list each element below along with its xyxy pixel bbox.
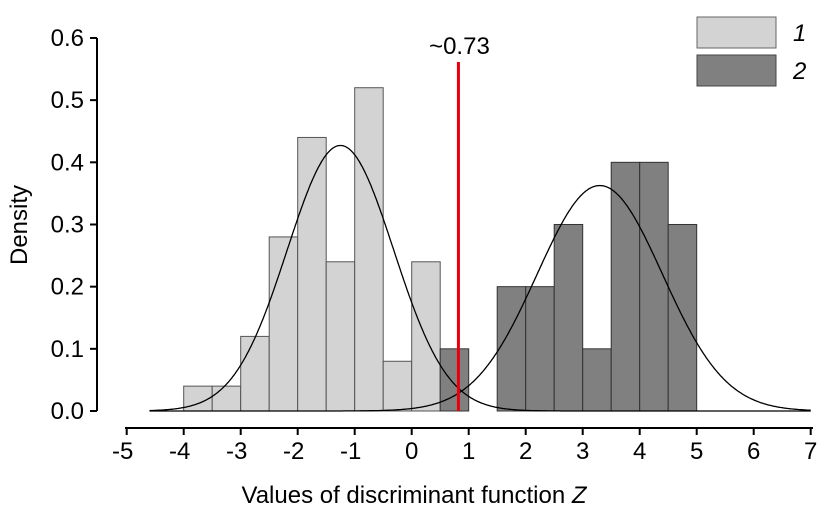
- y-tick-label: 0.5: [51, 87, 84, 114]
- bar-series-2-4: [582, 348, 612, 412]
- x-tick-label: -2: [283, 438, 304, 465]
- x-tick-label: -3: [226, 438, 247, 465]
- bar-series-2-1: [496, 286, 527, 412]
- bar-series-2-6: [639, 161, 669, 412]
- x-tick-label: -5: [112, 438, 133, 465]
- legend-swatch-2: [696, 54, 777, 87]
- y-tick-label: 0.4: [51, 149, 84, 176]
- legend-label-1: 1: [793, 20, 806, 47]
- x-tick-label: 6: [747, 438, 760, 465]
- x-axis-label: Values of discriminant function Z: [241, 482, 587, 509]
- bar-series-2-3: [553, 223, 584, 412]
- legend-swatch-1: [696, 16, 777, 49]
- y-tick-label: 0.1: [51, 336, 84, 363]
- bar-series-1-4: [297, 136, 327, 412]
- legend-label-2: 2: [792, 58, 806, 85]
- density-curve-1: [149, 144, 811, 412]
- y-tick-label: 0.6: [51, 25, 84, 52]
- y-tick-label: 0.2: [51, 274, 84, 301]
- y-axis-label: Density: [6, 185, 33, 265]
- x-tick-label: 1: [462, 438, 475, 465]
- bar-series-1-1: [211, 385, 242, 412]
- y-tick-label: 0.0: [51, 398, 84, 425]
- x-tick-label: 5: [690, 438, 703, 465]
- x-tick-label: 3: [576, 438, 589, 465]
- x-tick-label: -1: [340, 438, 361, 465]
- bar-series-2-2: [525, 286, 555, 412]
- bar-series-2-0: [439, 348, 470, 412]
- y-tick-label: 0.3: [51, 211, 84, 238]
- x-tick-label: 2: [519, 438, 532, 465]
- bar-series-2-5: [610, 161, 641, 412]
- x-tick-label: 0: [405, 438, 418, 465]
- legend: 1 2: [696, 16, 806, 87]
- bar-series-1-2: [240, 335, 270, 412]
- x-tick-label: -4: [169, 438, 190, 465]
- threshold-label: ~0.73: [429, 33, 490, 60]
- bar-series-1-5: [325, 261, 356, 412]
- bar-series-1-3: [268, 236, 299, 412]
- x-tick-label: 7: [804, 438, 817, 465]
- bar-series-1-7: [382, 360, 413, 412]
- density-curve-2: [149, 184, 811, 412]
- x-tick-label: 4: [633, 438, 646, 465]
- bar-series-1-6: [354, 87, 384, 412]
